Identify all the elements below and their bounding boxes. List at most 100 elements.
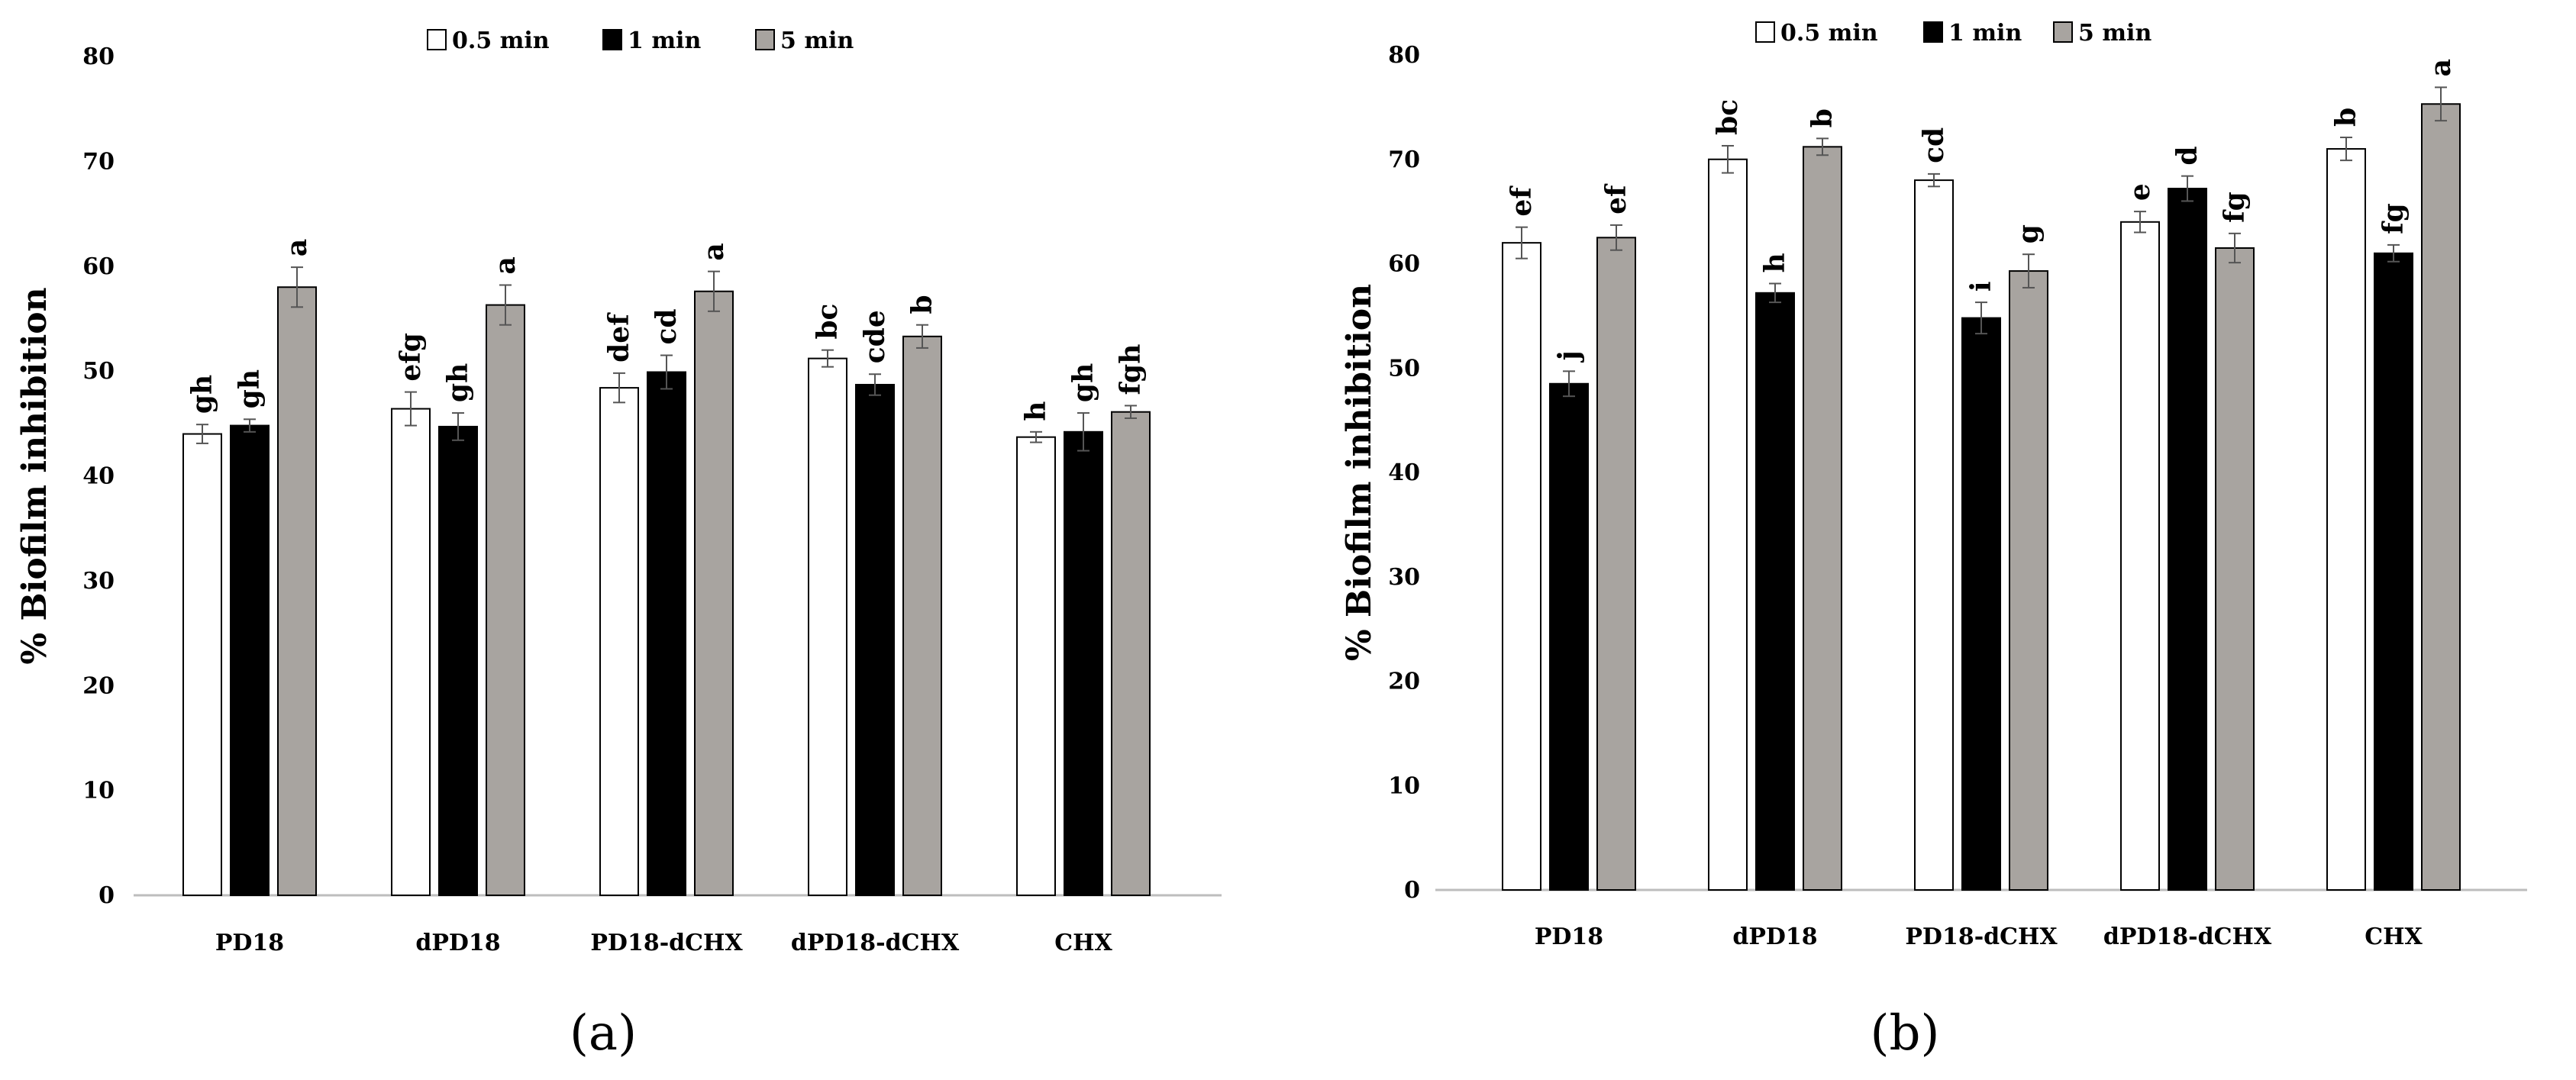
y-tick-label: 50: [82, 358, 115, 385]
bar: [438, 425, 478, 896]
x-tick-label: dPD18: [415, 930, 500, 956]
y-tick-label: 0: [98, 882, 115, 909]
bar: [1961, 317, 2001, 891]
bar: [902, 335, 942, 896]
legend-label: 5 min: [780, 27, 854, 54]
bar: [2009, 270, 2048, 891]
bar: [855, 383, 895, 896]
legend-swatch: [1755, 21, 1775, 43]
bar: [1549, 382, 1589, 891]
y-tick-label: 60: [82, 253, 115, 280]
bar: [2120, 221, 2160, 891]
bar: [2421, 103, 2461, 891]
y-tick-label: 80: [82, 44, 115, 70]
y-tick-label: 0: [1404, 877, 1420, 904]
significance-letter: g: [2013, 224, 2045, 243]
significance-letter: h: [1020, 401, 1052, 421]
significance-letter: b: [906, 295, 938, 314]
bar: [2374, 252, 2413, 891]
bar: [2168, 188, 2207, 891]
y-axis-label: % Biofilm inhibition: [1340, 284, 1379, 661]
y-tick-label: 20: [82, 672, 115, 699]
significance-letter: cd: [650, 308, 683, 344]
significance-letter: def: [603, 312, 635, 363]
legend-swatch: [2053, 21, 2073, 43]
y-tick-label: 20: [1388, 669, 1420, 695]
x-tick-label: dPD18-dCHX: [2103, 924, 2272, 950]
legend-swatch: [602, 29, 622, 50]
panel-label: (a): [570, 1005, 637, 1062]
significance-letter: a: [2425, 59, 2457, 76]
y-tick-label: 40: [82, 463, 115, 490]
significance-letter: gh: [442, 363, 474, 402]
chart-panel-a: 0 10 20 30 40 50 60 70 80 % Biofilm inhibition 0.5…: [15, 27, 1222, 1062]
significance-letter: fg: [2219, 192, 2251, 223]
legend-label: 0.5 min: [1780, 20, 1878, 47]
x-tick-label: PD18: [215, 930, 284, 956]
y-tick-label: 70: [82, 148, 115, 175]
significance-letter: h: [1759, 253, 1791, 272]
legend-swatch: [755, 29, 775, 50]
significance-letter: d: [2171, 146, 2203, 165]
y-tick-label: 40: [1388, 459, 1420, 486]
bar: [599, 387, 639, 897]
bar: [230, 424, 270, 896]
bar: [1708, 158, 1748, 891]
panel-label: (b): [1871, 1005, 1940, 1062]
significance-letter: ef: [1506, 185, 1538, 217]
significance-letter: efg: [395, 333, 427, 382]
legend-swatch: [427, 29, 447, 50]
y-tick-label: 50: [1388, 355, 1420, 382]
significance-letter: j: [1553, 350, 1585, 363]
bar: [1111, 411, 1151, 896]
x-tick-label: CHX: [2365, 924, 2423, 950]
chart-panel-b: 0 10 20 30 40 50 60 70 80 % Biofilm inhibition 0.5…: [1340, 20, 2527, 1062]
x-tick-label: CHX: [1054, 930, 1112, 956]
significance-letter: b: [2330, 108, 2362, 127]
significance-letter: b: [1806, 108, 1838, 127]
significance-letter: fg: [2377, 203, 2410, 234]
y-tick-label: 10: [82, 778, 115, 804]
bar: [2326, 148, 2366, 891]
x-tick-label: dPD18: [1732, 924, 1817, 950]
y-tick-label: 30: [1388, 564, 1420, 591]
bar: [1803, 146, 1842, 891]
significance-letter: fgh: [1115, 344, 1147, 395]
y-tick-label: 60: [1388, 251, 1420, 278]
significance-letter: i: [1965, 281, 1997, 292]
legend-label: 1 min: [628, 27, 701, 54]
significance-letter: bc: [812, 304, 844, 340]
legend-label: 0.5 min: [452, 27, 550, 54]
x-tick-label: PD18-dCHX: [1905, 924, 2058, 950]
significance-letter: a: [281, 239, 313, 256]
significance-letter: e: [2124, 183, 2156, 201]
significance-letter: a: [698, 243, 730, 260]
significance-letter: ef: [1600, 183, 1632, 214]
bar: [1755, 292, 1795, 891]
bar: [1064, 430, 1103, 896]
bar: [1502, 242, 1541, 891]
y-tick-label: 70: [1388, 147, 1420, 173]
bar: [1914, 179, 1954, 891]
y-tick-label: 80: [1388, 42, 1420, 69]
significance-letter: cde: [859, 310, 891, 363]
y-axis-label: % Biofilm inhibition: [15, 287, 54, 664]
bar: [1596, 237, 1636, 891]
bar: [1016, 436, 1056, 896]
significance-letter: cd: [1918, 127, 1950, 163]
significance-letter: gh: [186, 375, 218, 414]
x-tick-label: PD18: [1535, 924, 1603, 950]
significance-letter: gh: [234, 369, 266, 408]
significance-letter: gh: [1067, 363, 1099, 402]
bar: [808, 357, 847, 896]
bar: [647, 371, 686, 896]
x-tick-label: dPD18-dCHX: [791, 930, 960, 956]
significance-letter: a: [489, 256, 521, 274]
bar: [277, 286, 317, 897]
x-tick-label: PD18-dCHX: [590, 930, 743, 956]
bar: [694, 290, 734, 897]
legend-label: 5 min: [2078, 20, 2152, 47]
bar: [182, 433, 222, 896]
legend-label: 1 min: [1948, 20, 2022, 47]
